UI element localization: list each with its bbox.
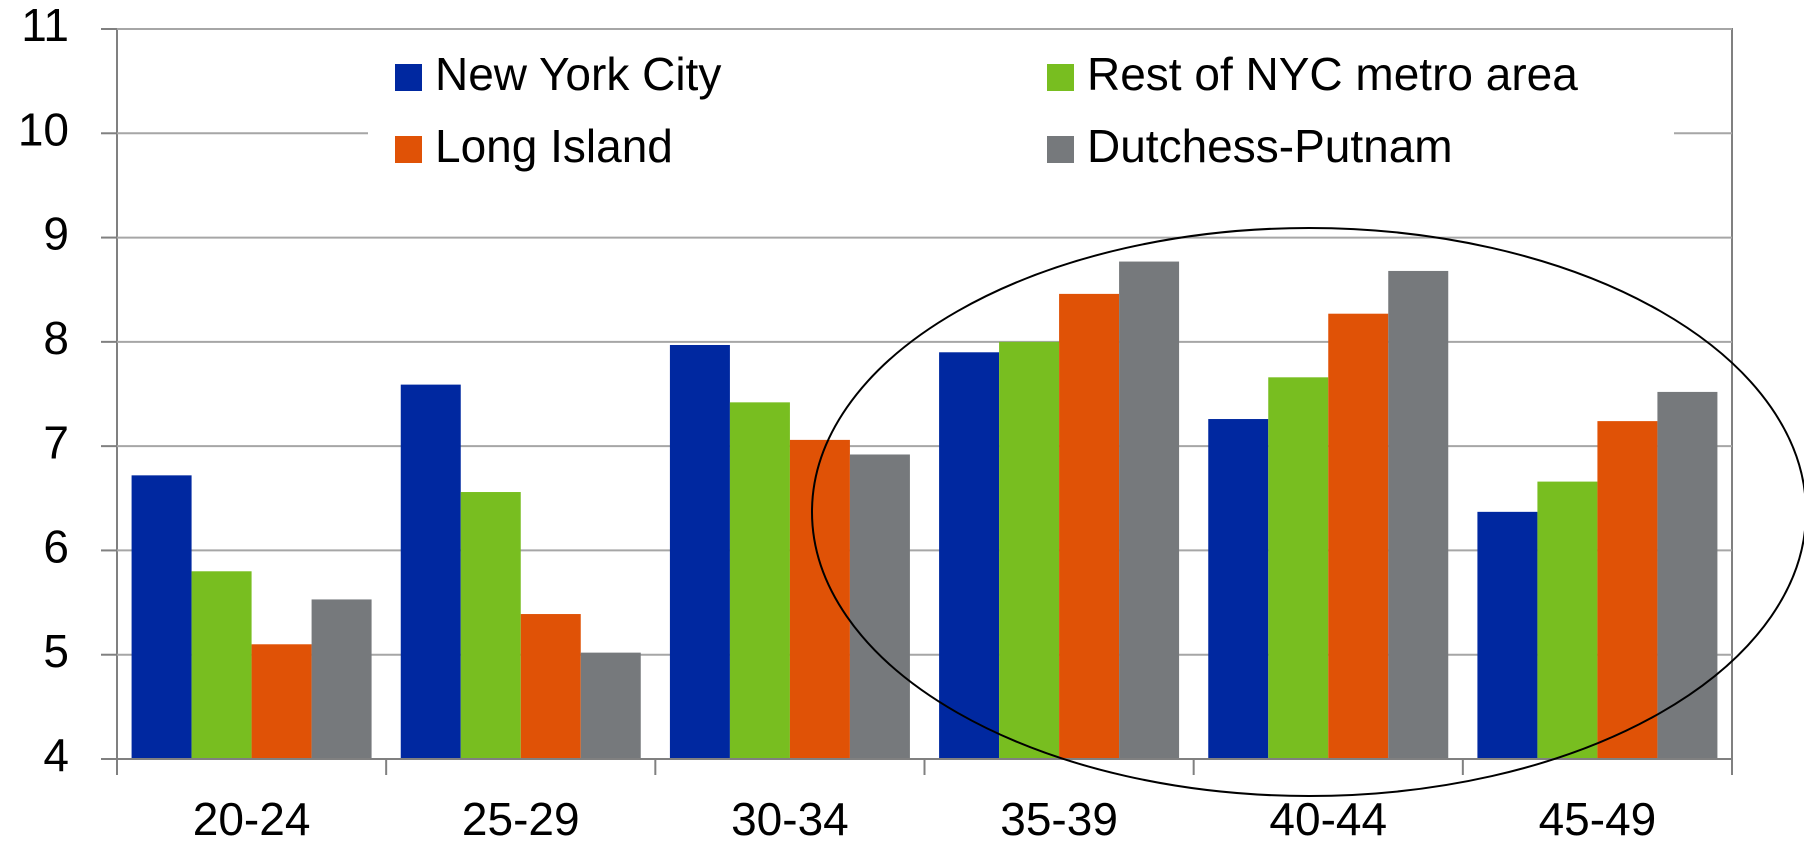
legend-label: Long Island bbox=[435, 120, 673, 172]
x-tick-label: 25-29 bbox=[462, 793, 580, 844]
x-tick-label: 30-34 bbox=[731, 793, 849, 844]
bar bbox=[849, 454, 910, 759]
bar bbox=[1059, 293, 1120, 759]
x-tick-label: 20-24 bbox=[193, 793, 311, 844]
legend-box bbox=[368, 40, 1674, 190]
bar bbox=[1268, 377, 1329, 759]
legend-label: New York City bbox=[435, 48, 721, 100]
bar bbox=[520, 614, 581, 759]
legend-label: Rest of NYC metro area bbox=[1087, 48, 1578, 100]
y-tick-label: 6 bbox=[43, 521, 69, 573]
bar bbox=[131, 475, 192, 759]
legend-swatch bbox=[395, 64, 422, 91]
bar bbox=[1119, 261, 1180, 759]
bar bbox=[251, 644, 312, 759]
x-tick-label: 40-44 bbox=[1269, 793, 1387, 844]
legend-swatch bbox=[395, 136, 422, 163]
bar bbox=[400, 384, 461, 759]
bar bbox=[939, 352, 1000, 759]
y-tick-label: 10 bbox=[18, 103, 69, 155]
legend-swatch bbox=[1047, 136, 1074, 163]
bar bbox=[1477, 511, 1538, 759]
bar bbox=[460, 492, 521, 759]
bar bbox=[580, 652, 641, 759]
bar bbox=[311, 599, 372, 759]
x-tick-label: 45-49 bbox=[1539, 793, 1657, 844]
y-tick-label: 8 bbox=[43, 312, 69, 364]
bar bbox=[1208, 419, 1269, 759]
bar bbox=[1597, 421, 1658, 759]
bar bbox=[729, 402, 790, 759]
x-tick-label: 35-39 bbox=[1000, 793, 1118, 844]
bar bbox=[789, 439, 850, 759]
y-tick-label: 4 bbox=[43, 729, 69, 781]
bar bbox=[1537, 481, 1598, 759]
y-tick-label: 11 bbox=[21, 0, 69, 51]
bar bbox=[1328, 313, 1389, 759]
bar bbox=[1388, 270, 1449, 759]
legend-label: Dutchess-Putnam bbox=[1087, 120, 1453, 172]
y-tick-label: 9 bbox=[43, 208, 69, 260]
bar bbox=[1657, 391, 1718, 759]
bar bbox=[669, 344, 730, 759]
y-tick-label: 5 bbox=[43, 625, 69, 677]
y-tick-label: 7 bbox=[43, 416, 69, 468]
bar bbox=[999, 341, 1060, 759]
bar bbox=[191, 571, 252, 759]
highlight-ellipse bbox=[811, 227, 1804, 797]
legend-swatch bbox=[1047, 64, 1074, 91]
